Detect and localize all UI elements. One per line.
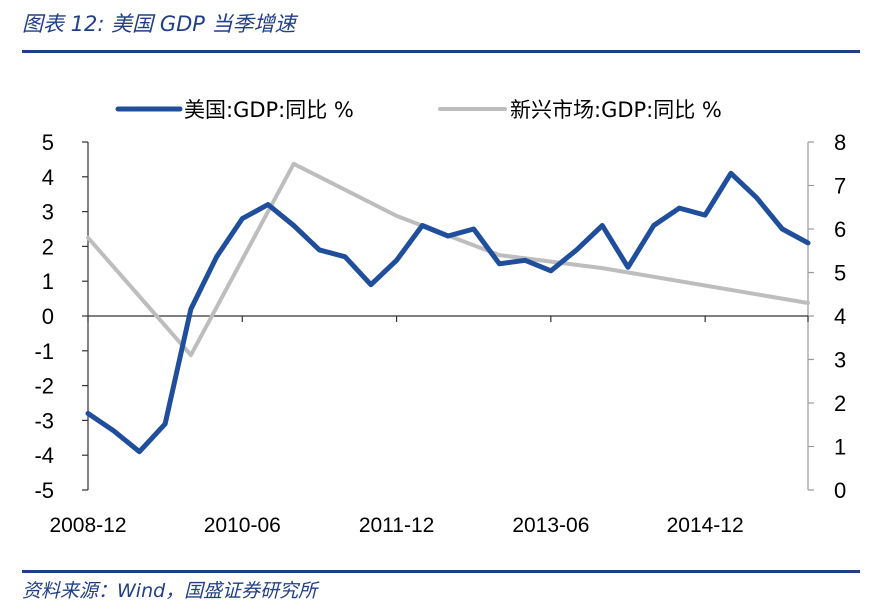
axes: 5 4 3 2 1 0 -1 -2 -3 -4 -5 8 7 6 5 4 3 2 1 0 2008-12 2010-06 2… — [34, 130, 846, 537]
line-chart: 美国:GDP:同比 % 新兴市场:GDP:同比 % 5 4 3 2 1 0 -1 -2 -3 -4 -… — [34, 98, 846, 537]
y-right-tick-label: 0 — [834, 478, 846, 503]
y-right-tick-label: 7 — [834, 174, 846, 199]
y-left-tick-label: -3 — [34, 408, 54, 433]
x-tick-label: 2008-12 — [49, 514, 126, 537]
y-left-tick-label: 0 — [42, 304, 54, 329]
legend-item-emerging-gdp: 新兴市场:GDP:同比 % — [438, 98, 722, 122]
x-tick-label: 2014-12 — [667, 514, 744, 537]
y-right-tick-label: 5 — [834, 261, 846, 286]
x-tick-label: 2011-12 — [359, 514, 435, 537]
y-right-tick-label: 8 — [834, 130, 846, 155]
y-left-tick-label: -4 — [34, 443, 54, 468]
legend-item-us-gdp: 美国:GDP:同比 % — [115, 98, 354, 122]
y-left-tick-label: -1 — [34, 339, 54, 364]
legend-label: 新兴市场:GDP:同比 % — [510, 98, 722, 122]
y-left-tick-label: -2 — [34, 374, 54, 399]
figure-title: 图表 12: 美国 GDP 当季增速 — [22, 12, 296, 36]
y-right-tick-label: 2 — [834, 391, 846, 416]
x-tick-label: 2010-06 — [204, 514, 281, 537]
series-line-us-gdp — [85, 170, 811, 455]
source-rule — [22, 570, 860, 573]
y-left-tick-label: 2 — [42, 234, 54, 259]
series-line-emerging-gdp — [86, 161, 810, 358]
plot-area — [85, 161, 811, 455]
y-right-tick-label: 6 — [834, 217, 846, 242]
source-note: 资料来源：Wind，国盛证券研究所 — [22, 580, 318, 602]
title-rule — [22, 50, 860, 53]
y-left-tick-label: 4 — [42, 165, 54, 190]
y-right-tick-label: 3 — [834, 348, 846, 373]
y-right-tick-label: 1 — [834, 435, 846, 460]
y-left-tick-label: 5 — [42, 130, 54, 155]
x-tick-label: 2013-06 — [512, 514, 589, 537]
legend-label: 美国:GDP:同比 % — [184, 98, 354, 122]
y-left-tick-label: 1 — [42, 269, 54, 294]
y-left-tick-label: 3 — [42, 200, 54, 225]
legend: 美国:GDP:同比 % 新兴市场:GDP:同比 % — [115, 98, 722, 122]
y-right-tick-label: 4 — [834, 304, 846, 329]
y-left-tick-label: -5 — [34, 478, 54, 503]
